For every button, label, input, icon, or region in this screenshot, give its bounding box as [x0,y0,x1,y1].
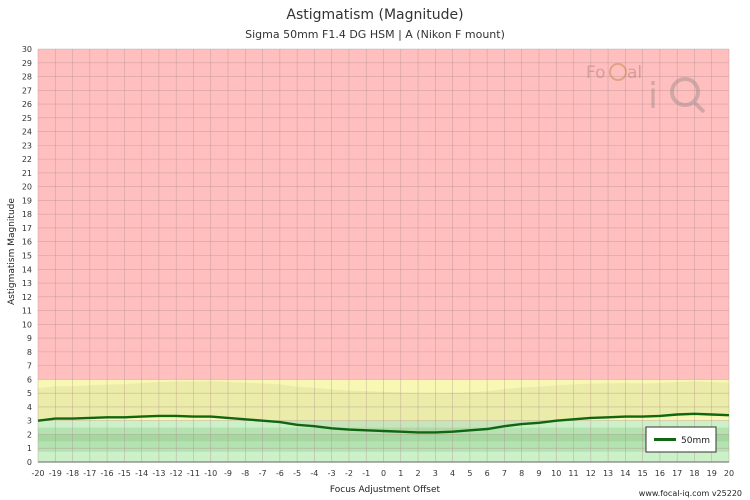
x-tick-label: 12 [586,469,596,478]
x-tick-label: 3 [433,469,438,478]
x-tick-label: 10 [551,469,561,478]
x-tick-label: -7 [259,469,267,478]
x-tick-label: -1 [362,469,370,478]
y-tick-label: 11 [22,307,32,316]
logo-text-al: al [627,63,642,83]
y-tick-label: 24 [22,128,32,137]
x-axis-label: Focus Adjustment Offset [329,485,441,495]
footer-url: www.focal-iq.com v25220 [638,489,742,498]
y-tick-label: 18 [22,210,32,219]
x-tick-label: -2 [345,469,353,478]
x-tick-label: 17 [672,469,682,478]
chart-subtitle: Sigma 50mm F1.4 DG HSM | A (Nikon F moun… [245,28,505,41]
x-tick-label: -3 [328,469,336,478]
y-tick-label: 0 [27,458,32,467]
x-tick-label: 11 [568,469,578,478]
x-tick-label: 19 [707,469,717,478]
y-tick-label: 7 [27,362,32,371]
y-tick-label: 6 [27,375,32,384]
x-tick-label: -5 [293,469,301,478]
logo-text: Fo [586,63,606,83]
grid-lines [37,48,730,463]
series-line-50mm [37,412,730,434]
x-tick-label: 16 [655,469,665,478]
y-tick-label: 5 [27,389,32,398]
x-tick-label: 8 [519,469,524,478]
y-tick-label: 23 [22,141,32,150]
y-tick-label: 25 [22,114,32,123]
x-tick-label: -14 [135,469,148,478]
legend-label: 50mm [681,436,710,446]
x-tick-label: 1 [398,469,403,478]
y-tick-label: 13 [22,279,32,288]
chart-title: Astigmatism (Magnitude) [286,7,464,23]
x-tick-label: 7 [502,469,507,478]
x-tick-label: -6 [276,469,284,478]
logo-magnifier-handle [692,100,706,114]
x-tick-label: 5 [467,469,472,478]
y-tick-label: 2 [27,430,32,439]
x-tick-label: 4 [450,469,455,478]
y-tick-label: 19 [22,196,32,205]
x-tick-label: -19 [49,469,62,478]
x-tick-label: -12 [170,469,183,478]
x-tick-label: -11 [187,469,200,478]
x-tick-label: 18 [689,469,699,478]
y-tick-label: 29 [22,59,32,68]
y-tick-label: 20 [22,183,32,192]
x-tick-labels: -20 -19 -18 -17 -16 -15 -14 -13 -12 -11 -10 -9 -8 -7-… [31,469,734,478]
x-tick-label: 13 [603,469,613,478]
y-tick-label: 1 [27,444,32,453]
y-tick-label: 15 [22,252,32,261]
y-tick-label: 4 [27,403,32,412]
logo-c-ring [609,63,627,81]
y-tick-label: 27 [22,86,32,95]
x-tick-label: -10 [204,469,217,478]
x-tick-label: -15 [118,469,131,478]
x-tick-label: -20 [31,469,44,478]
y-tick-label: 21 [22,169,32,178]
x-tick-label: 9 [536,469,541,478]
x-tick-label: -8 [241,469,249,478]
x-tick-label: -17 [83,469,96,478]
y-tick-label: 16 [22,238,32,247]
x-tick-label: 15 [638,469,648,478]
x-tick-label: 2 [416,469,421,478]
y-tick-label: 30 [22,45,32,54]
x-tick-label: 14 [620,469,630,478]
y-tick-label: 22 [22,155,32,164]
focal-iq-logo: Fo ali [586,63,706,117]
series-lines [37,412,730,434]
y-tick-label: 26 [22,100,32,109]
logo-magnifier-ring [670,77,700,107]
y-tick-label: 8 [27,348,32,357]
x-tick-label: -13 [152,469,165,478]
x-tick-label: -4 [310,469,318,478]
legend: 50mm [645,426,717,453]
y-tick-label: 12 [22,293,32,302]
y-tick-label: 10 [22,320,32,329]
y-tick-label: 3 [27,417,32,426]
y-tick-label: 14 [22,265,32,274]
x-tick-label: -9 [224,469,232,478]
y-tick-label: 17 [22,224,32,233]
x-tick-label: -18 [66,469,79,478]
x-tick-label: 20 [724,469,734,478]
y-tick-label: 28 [22,73,32,82]
x-tick-label: 0 [381,469,386,478]
x-tick-label: -16 [101,469,114,478]
y-tick-label: 9 [27,334,32,343]
logo-iq-i: i [648,76,658,117]
y-tick-labels: 0123456789101112131415161718192021222324… [22,45,32,467]
x-tick-label: 6 [485,469,490,478]
